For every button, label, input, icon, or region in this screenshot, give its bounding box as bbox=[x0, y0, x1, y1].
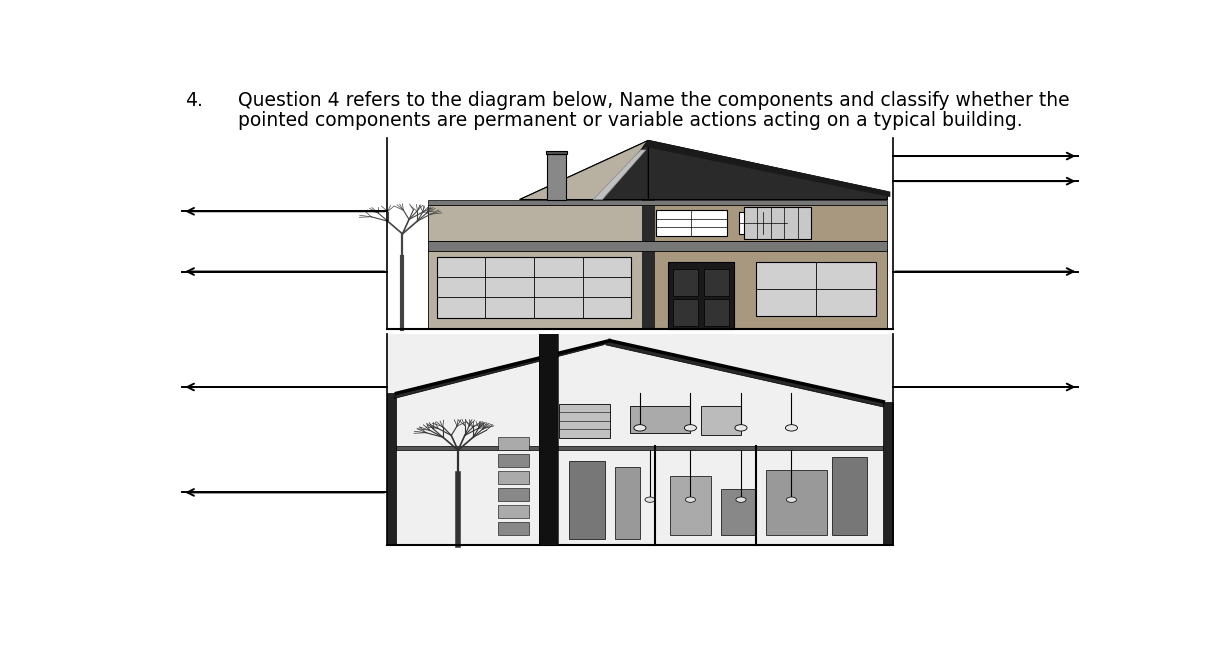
Polygon shape bbox=[744, 207, 811, 239]
Text: pointed components are permanent or variable actions acting on a typical buildin: pointed components are permanent or vari… bbox=[237, 111, 1022, 130]
Polygon shape bbox=[605, 340, 883, 407]
Polygon shape bbox=[387, 334, 893, 545]
Polygon shape bbox=[648, 140, 888, 200]
Circle shape bbox=[645, 497, 656, 502]
Polygon shape bbox=[396, 445, 883, 451]
Polygon shape bbox=[643, 140, 891, 197]
Polygon shape bbox=[673, 299, 699, 326]
Circle shape bbox=[734, 424, 747, 431]
Polygon shape bbox=[642, 186, 654, 329]
Polygon shape bbox=[387, 393, 396, 545]
Polygon shape bbox=[648, 249, 888, 329]
Polygon shape bbox=[498, 505, 529, 518]
Polygon shape bbox=[498, 437, 529, 451]
Circle shape bbox=[786, 497, 797, 502]
Polygon shape bbox=[387, 138, 893, 329]
Polygon shape bbox=[519, 140, 648, 200]
Polygon shape bbox=[883, 402, 893, 545]
Polygon shape bbox=[428, 205, 648, 241]
Circle shape bbox=[736, 497, 747, 502]
Polygon shape bbox=[721, 489, 756, 535]
Polygon shape bbox=[498, 522, 529, 535]
Circle shape bbox=[633, 424, 646, 431]
Polygon shape bbox=[394, 340, 610, 398]
Polygon shape bbox=[539, 334, 558, 545]
Polygon shape bbox=[437, 257, 631, 318]
Polygon shape bbox=[648, 205, 888, 241]
Polygon shape bbox=[428, 241, 888, 251]
Polygon shape bbox=[593, 150, 646, 200]
Text: 4.: 4. bbox=[186, 91, 203, 110]
Polygon shape bbox=[428, 249, 648, 329]
Polygon shape bbox=[560, 404, 610, 437]
Circle shape bbox=[786, 424, 797, 431]
Polygon shape bbox=[546, 151, 567, 154]
Polygon shape bbox=[739, 213, 787, 233]
Polygon shape bbox=[498, 471, 529, 484]
Polygon shape bbox=[630, 406, 690, 432]
Polygon shape bbox=[569, 460, 604, 539]
Circle shape bbox=[684, 424, 696, 431]
Polygon shape bbox=[668, 263, 734, 329]
Polygon shape bbox=[673, 269, 699, 296]
Polygon shape bbox=[670, 476, 711, 535]
Polygon shape bbox=[656, 210, 727, 236]
Text: Question 4 refers to the diagram below, Name the components and classify whether: Question 4 refers to the diagram below, … bbox=[237, 91, 1069, 110]
Polygon shape bbox=[701, 406, 740, 435]
Polygon shape bbox=[519, 140, 648, 200]
Polygon shape bbox=[704, 299, 729, 326]
Polygon shape bbox=[766, 469, 827, 535]
Polygon shape bbox=[387, 334, 893, 545]
Polygon shape bbox=[498, 488, 529, 501]
Polygon shape bbox=[498, 454, 529, 467]
Polygon shape bbox=[704, 269, 729, 296]
Polygon shape bbox=[428, 200, 888, 205]
Polygon shape bbox=[831, 456, 867, 535]
Circle shape bbox=[685, 497, 695, 502]
Polygon shape bbox=[615, 467, 640, 539]
Polygon shape bbox=[547, 154, 566, 200]
Polygon shape bbox=[756, 263, 876, 316]
